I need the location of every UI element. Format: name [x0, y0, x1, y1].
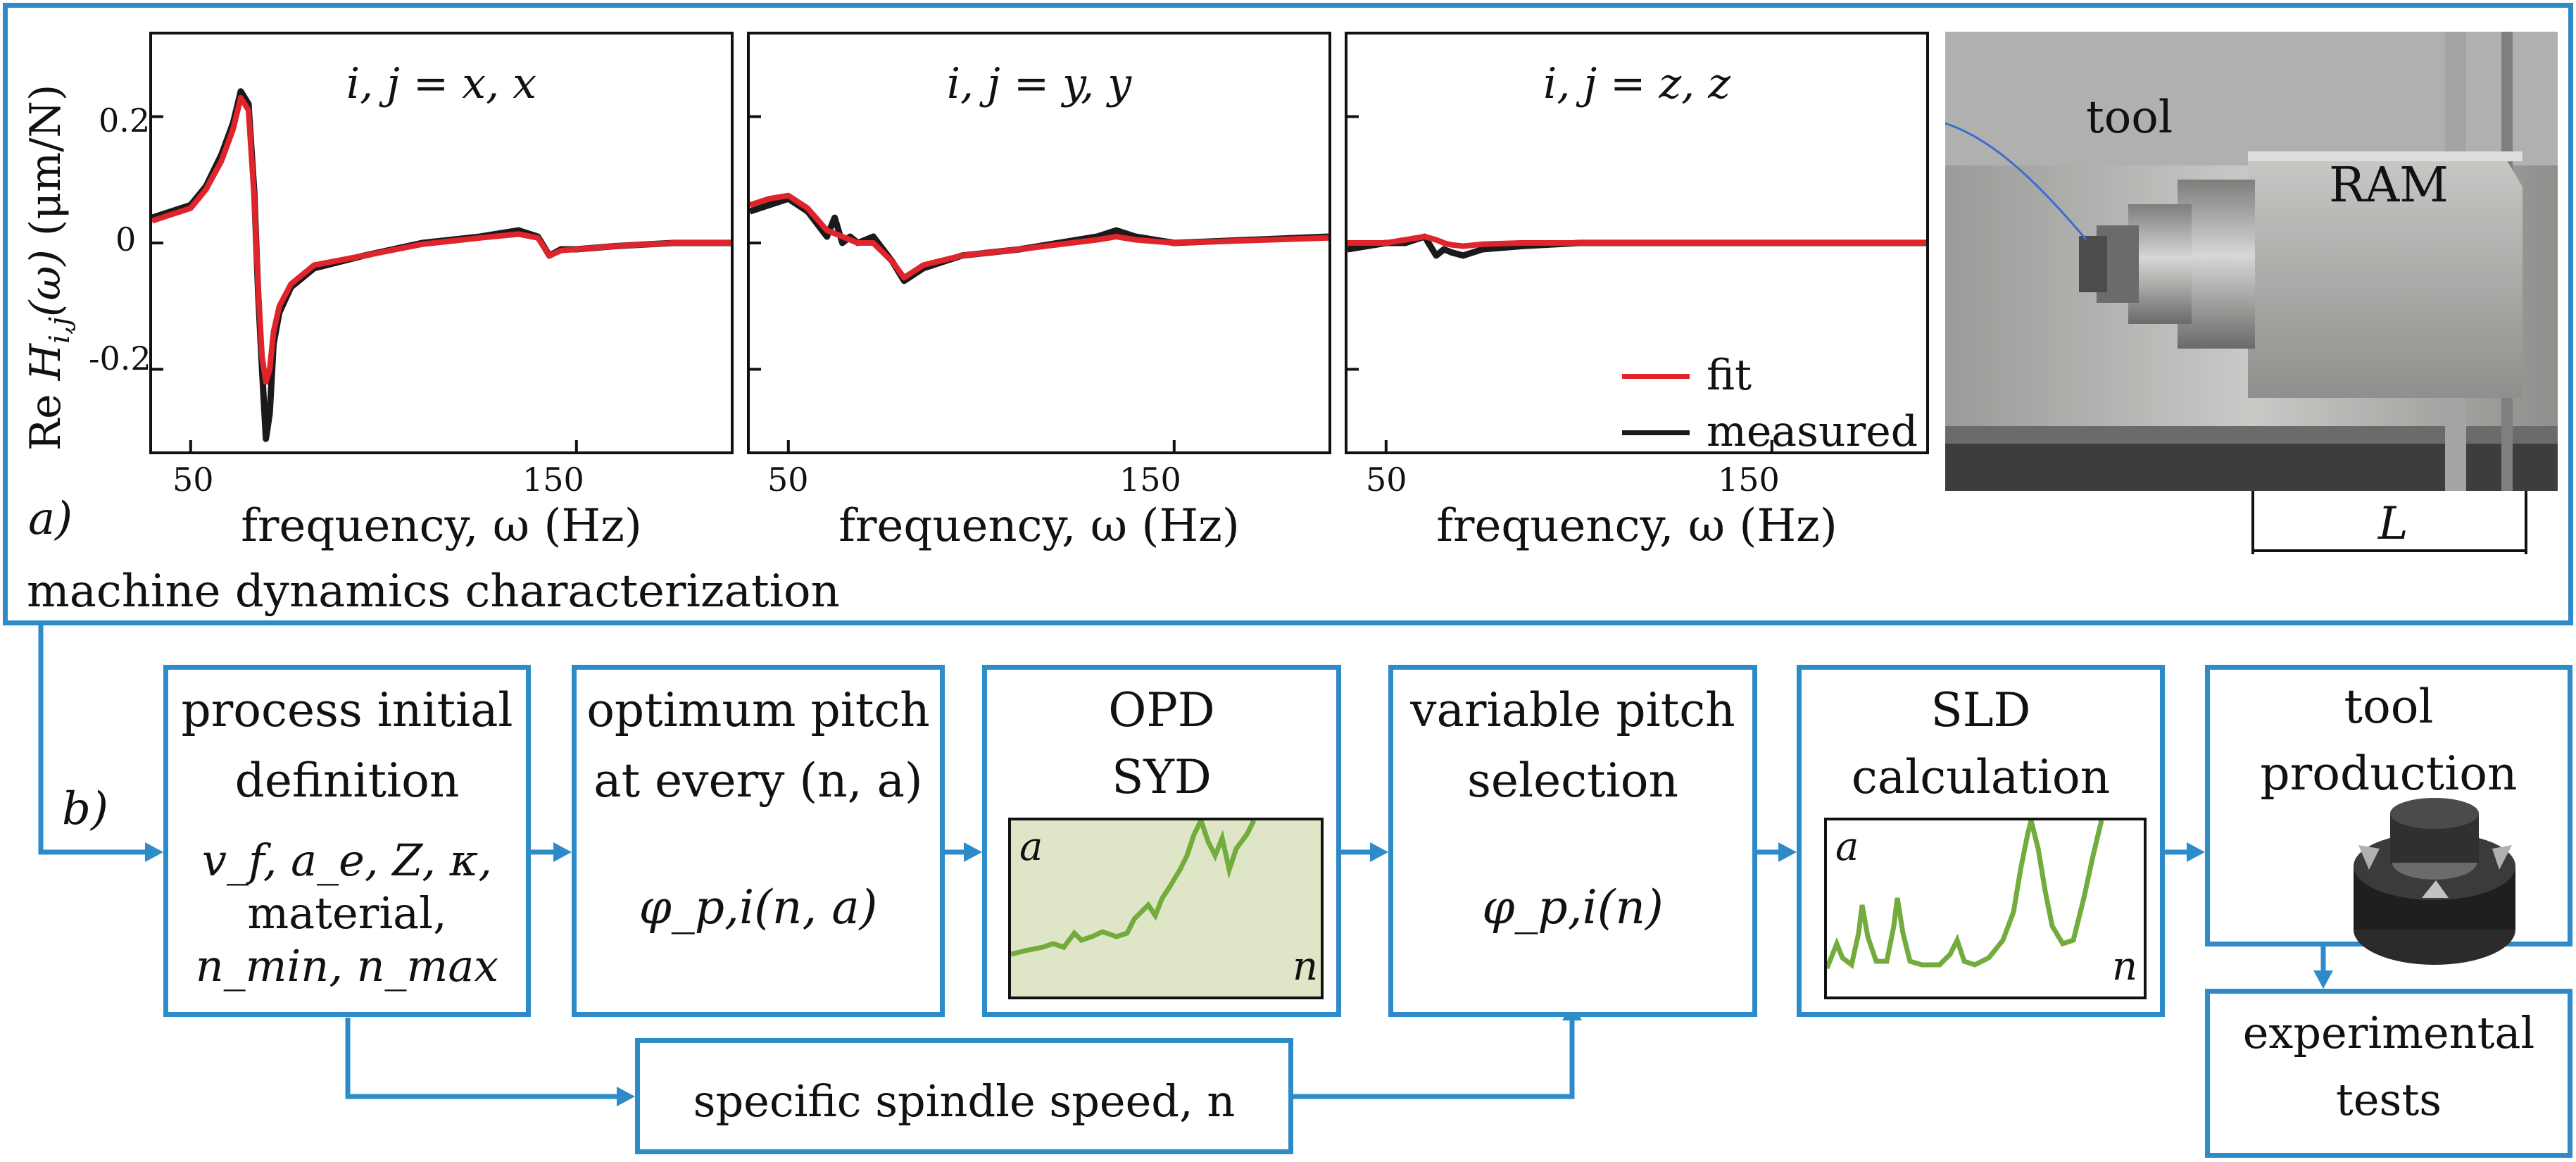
syd-title: SYD — [1112, 750, 1212, 804]
series-line-fit — [1347, 234, 1926, 249]
plot-zz-canvas — [1347, 115, 1926, 451]
panel-a-caption: machine dynamics characterization — [27, 566, 840, 618]
legend: fit measured — [1622, 344, 1925, 454]
variable-pitch-selection-box: variable pitch selection φ_p,i(n) — [1388, 665, 1757, 1017]
opd-axis-a: a — [1019, 824, 1043, 870]
sld-title-1: SLD — [1930, 683, 2031, 737]
process-initial-params-1: v_f, a_e, Z, κ, — [201, 835, 493, 886]
length-dimension-tick-left — [2251, 491, 2254, 554]
optimum-pitch-formula: φ_p,i(n, a) — [639, 880, 878, 935]
tool-production-title-1: tool — [2344, 680, 2434, 734]
length-dimension-line — [2253, 549, 2526, 552]
plot-zz: i, j = z, z fit measured — [1345, 32, 1929, 454]
length-dimension-label: L — [2378, 498, 2408, 550]
opd-axis-n: n — [1293, 944, 1319, 989]
process-initial-params-3: n_min, n_max — [195, 940, 499, 992]
xtick-label: 150 — [1718, 461, 1780, 499]
opd-title: OPD — [1108, 683, 1215, 737]
process-initial-params-2: material, — [247, 887, 447, 939]
length-dimension-tick-right — [2525, 491, 2527, 554]
x-axis-label: frequency, ω (Hz) — [838, 500, 1240, 552]
process-initial-title-1: process initial — [181, 683, 513, 737]
xtick-label: 50 — [1366, 461, 1407, 499]
sld-title-2: calculation — [1851, 750, 2111, 804]
series-line-fit — [152, 94, 731, 385]
xtick-label: 50 — [172, 461, 214, 499]
optimum-pitch-title-2: at every (n, a) — [593, 754, 923, 808]
opd-syd-box: OPD SYD a n — [982, 665, 1341, 1017]
tool-production-title-2: production — [2260, 746, 2518, 801]
sld-mini-chart-canvas — [1827, 820, 2104, 970]
xtick-label: 50 — [767, 461, 809, 499]
variable-pitch-title-1: variable pitch — [1410, 683, 1735, 737]
machine-photo-drawing — [1945, 32, 2558, 491]
ytick-label: -0.2 — [89, 339, 151, 377]
plot-yy: i, j = y, y — [747, 32, 1331, 454]
variable-pitch-title-2: selection — [1467, 754, 1678, 808]
plot-xx-canvas — [152, 88, 731, 451]
variable-pitch-formula: φ_p,i(n) — [1482, 880, 1664, 935]
process-initial-definition-box: process initial definition v_f, a_e, Z, … — [163, 665, 531, 1017]
sld-axis-n: n — [2112, 944, 2138, 989]
sld-calculation-box: SLD calculation a n — [1797, 665, 2165, 1017]
photo-label-tool: tool — [2086, 92, 2173, 144]
machine-photo: tool RAM — [1945, 32, 2558, 491]
legend-fit-label: fit — [1707, 351, 1752, 400]
photo-label-ram: RAM — [2329, 158, 2449, 213]
plot-yy-canvas — [750, 115, 1328, 451]
xtick-label: 150 — [522, 461, 584, 499]
x-axis-label: frequency, ω (Hz) — [1436, 500, 1837, 552]
experimental-title-2: tests — [2335, 1074, 2442, 1125]
optimum-pitch-title-1: optimum pitch — [586, 683, 930, 737]
legend-measured-swatch — [1622, 430, 1690, 435]
xtick-label: 150 — [1119, 461, 1181, 499]
opd-mini-chart-canvas — [1011, 820, 1257, 957]
experimental-title-1: experimental — [2242, 1007, 2535, 1058]
x-axis-label: frequency, ω (Hz) — [241, 500, 642, 552]
series-line-fit — [750, 192, 1328, 281]
legend-fit-swatch — [1622, 374, 1690, 379]
plot-xx: i, j = x, x — [149, 32, 734, 454]
legend-measured-label: measured — [1707, 407, 1918, 454]
plot-title-zz: i, j = z, z — [1543, 59, 1730, 108]
sld-mini-chart: a n — [1824, 818, 2147, 999]
ytick-label: 0 — [115, 220, 137, 258]
process-initial-title-2: definition — [234, 754, 460, 808]
panel-a-label: a) — [28, 493, 73, 545]
spindle-speed-box: specific spindle speed, n — [635, 1038, 1293, 1154]
panel-b-label: b) — [62, 783, 108, 835]
experimental-tests-box: experimental tests — [2205, 989, 2572, 1158]
plot-title-xx: i, j = x, x — [346, 59, 537, 108]
ytick-label: 0.2 — [99, 101, 151, 139]
opd-mini-chart: a n — [1008, 818, 1324, 999]
plot-title-yy: i, j = y, y — [946, 59, 1132, 108]
spindle-speed-label: specific spindle speed, n — [693, 1075, 1236, 1127]
optimum-pitch-box: optimum pitch at every (n, a) φ_p,i(n, a… — [572, 665, 945, 1017]
sld-axis-a: a — [1835, 824, 1859, 870]
